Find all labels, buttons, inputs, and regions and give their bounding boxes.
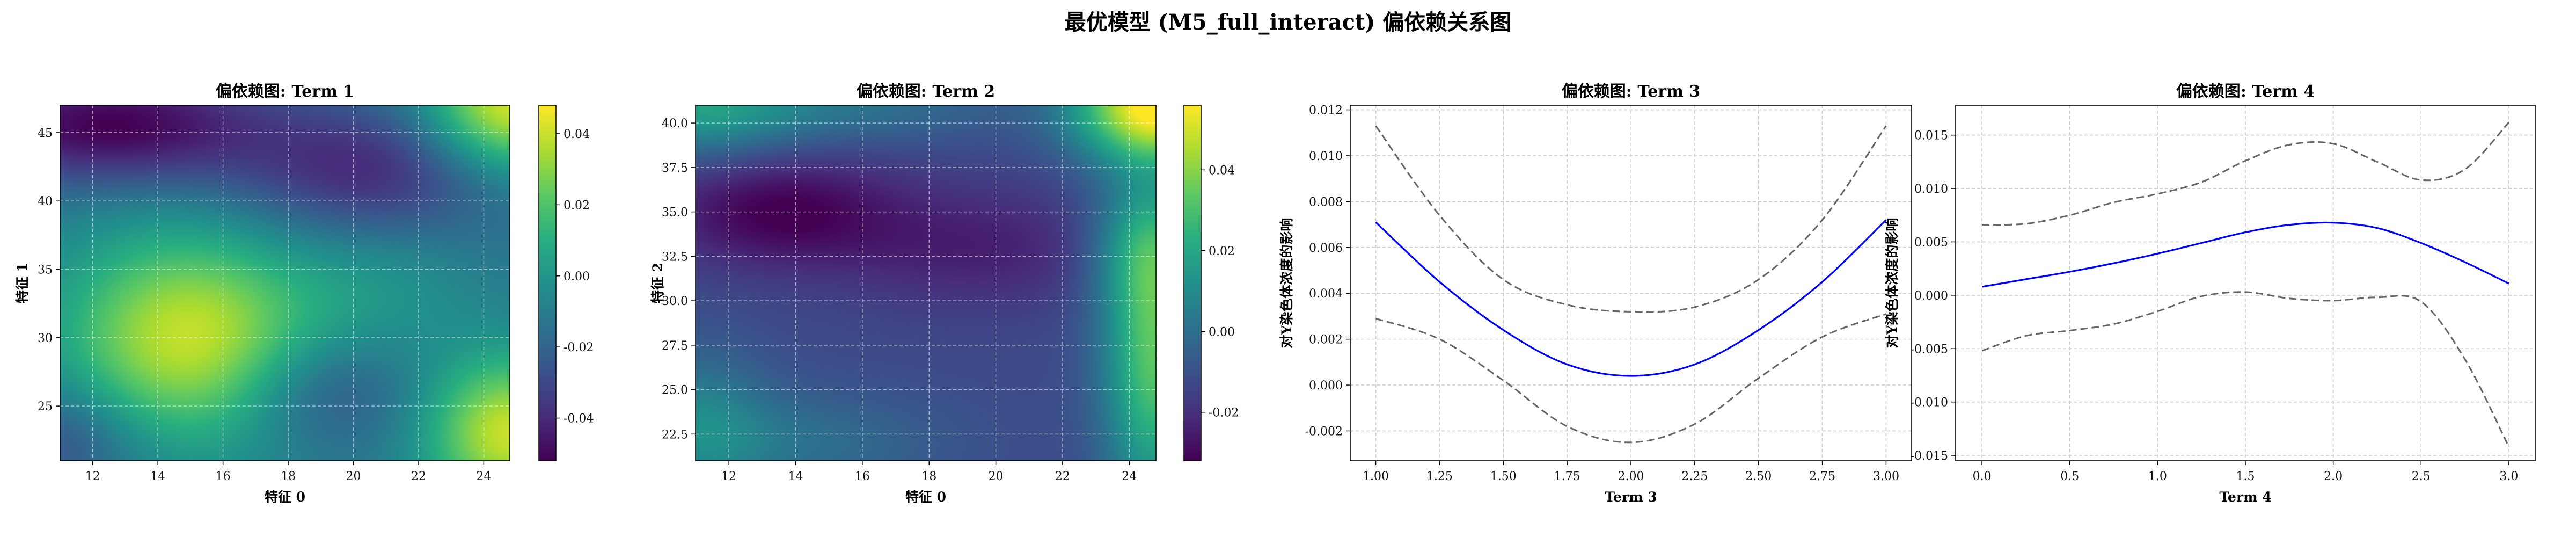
y-tick-label: -0.015 [1911,449,1948,463]
ci-lower-line [1981,291,2510,447]
colorbar-tick-label: -0.02 [1209,407,1239,420]
subplot-title: 偏依赖图: Term 2 [857,82,995,101]
subplot-title: 偏依赖图: Term 3 [1562,82,1700,101]
y-tick-label: 45 [38,127,53,140]
y-tick-label: 0.000 [1309,379,1343,393]
colorbar-tick-label: 0.00 [1209,325,1235,339]
colorbar [1183,105,1202,461]
ci-upper-line [1982,121,2509,226]
y-tick-label: 30.0 [662,295,688,308]
colorbar-tick-label: -0.04 [564,412,594,426]
x-tick-label: 2.0 [2324,470,2343,483]
subplot-title: 偏依赖图: Term 4 [2176,82,2315,101]
y-tick-label: 40.0 [662,117,688,130]
y-tick-label: 0.006 [1309,242,1343,255]
x-tick-label: 12 [85,470,100,483]
ci-upper-line [1375,125,1887,313]
x-tick-label: 22 [1055,470,1070,483]
y-tick-label: 37.5 [662,162,688,175]
x-axis-label: Term 3 [1605,489,1657,505]
x-tick-label: 2.5 [2412,470,2431,483]
x-tick-label: 1.5 [2236,470,2255,483]
x-tick-label: 2.50 [1745,470,1772,483]
x-axis-label: 特征 0 [905,489,946,505]
plots: 偏依赖图: Term 1 -0.04 -0.02 0.00 0.02 0.04 12 14 16… [14,82,2536,505]
x-tick-label: 18 [281,470,296,483]
x-axis-label: Term 4 [2219,489,2271,505]
subplot-1: 偏依赖图: Term 1 -0.04 -0.02 0.00 0.02 0.04 12 14 16… [14,82,594,505]
x-tick-label: 2.75 [1809,470,1835,483]
colorbar-tick-label: 0.02 [564,199,590,212]
y-axis-label: 对Y染色体浓度的影响 [1884,218,1900,349]
y-tick-label: 25.0 [662,384,688,397]
x-tick-label: 16 [216,470,231,483]
x-tick-label: 2.25 [1681,470,1708,483]
colorbar-tick-label: 0.02 [1209,245,1235,258]
y-tick-label: 35.0 [662,206,688,220]
x-tick-label: 1.00 [1363,470,1389,483]
x-tick-label: 14 [150,470,165,483]
ci-lower-line [1375,313,1887,444]
colorbar-tick-label: 0.00 [564,270,590,284]
y-tick-label: 0.000 [1914,289,1948,303]
y-tick-label: 32.5 [662,250,688,264]
subplot-title: 偏依赖图: Term 1 [216,82,354,101]
figure-suptitle: 最优模型 (M5_full_interact) 偏依赖关系图 [1065,10,1512,35]
x-tick-label: 20 [989,470,1004,483]
estimate-line [1375,219,1887,377]
x-tick-label: 14 [788,470,803,483]
y-tick-label: -0.005 [1911,343,1948,356]
y-tick-label: 35 [38,264,53,277]
y-tick-label: -0.002 [1305,425,1343,438]
subplot-2: 偏依赖图: Term 2 -0.02 0.00 0.02 0.04 12 14 16 18 20 2… [650,82,1239,505]
x-tick-label: 12 [721,470,736,483]
x-tick-label: 20 [346,470,361,483]
x-tick-label: 1.50 [1490,470,1517,483]
y-tick-label: 0.015 [1914,129,1948,143]
axes-frame [695,105,1157,461]
y-tick-label: 40 [38,195,53,208]
y-tick-label: 25 [38,400,53,413]
x-tick-label: 3.0 [2499,470,2518,483]
x-tick-label: 1.25 [1426,470,1453,483]
colorbar-tick-label: 0.04 [564,128,590,141]
y-tick-label: 0.002 [1309,333,1343,347]
y-tick-label: 0.010 [1914,183,1948,196]
y-axis-label: 特征 2 [650,263,665,303]
subplot-3: 偏依赖图: Term 3 1.00 1.25 1.50 1.75 2.00 2.25 2.50… [1279,82,1912,505]
x-tick-label: 3.00 [1873,470,1899,483]
x-tick-label: 1.75 [1554,470,1580,483]
y-tick-label: 0.012 [1309,104,1343,118]
x-tick-label: 22 [411,470,426,483]
y-tick-label: 0.005 [1914,236,1948,249]
y-tick-label: 30 [38,332,53,345]
y-axis-label: 特征 1 [14,263,30,303]
y-tick-label: 27.5 [662,339,688,353]
x-tick-label: 2.00 [1618,470,1644,483]
colorbar [538,105,557,461]
heatmap-image [60,105,510,461]
x-tick-label: 1.0 [2148,470,2167,483]
axes-frame [60,105,510,461]
x-tick-label: 16 [855,470,870,483]
x-tick-label: 24 [476,470,491,483]
x-tick-label: 0.5 [2060,470,2079,483]
heatmap-image [696,105,1156,461]
x-tick-label: 24 [1122,470,1137,483]
y-tick-label: 0.010 [1309,150,1343,163]
colorbar-tick-label: 0.04 [1209,164,1235,177]
y-axis-label: 对Y染色体浓度的影响 [1279,218,1294,349]
colorbar-tick-label: -0.02 [564,341,594,354]
y-tick-label: 0.008 [1309,195,1343,209]
y-tick-label: 22.5 [662,428,688,441]
x-tick-label: 0.0 [1973,470,1992,483]
subplot-4: 偏依赖图: Term 4 0.0 0.5 1.0 1.5 2.0 2.5 3.0 -0.015 -… [1884,82,2536,505]
y-tick-label: 0.004 [1309,287,1343,301]
estimate-line [1981,221,2509,288]
x-axis-label: 特征 0 [265,489,305,505]
y-tick-label: -0.010 [1911,396,1948,410]
x-tick-label: 18 [921,470,936,483]
